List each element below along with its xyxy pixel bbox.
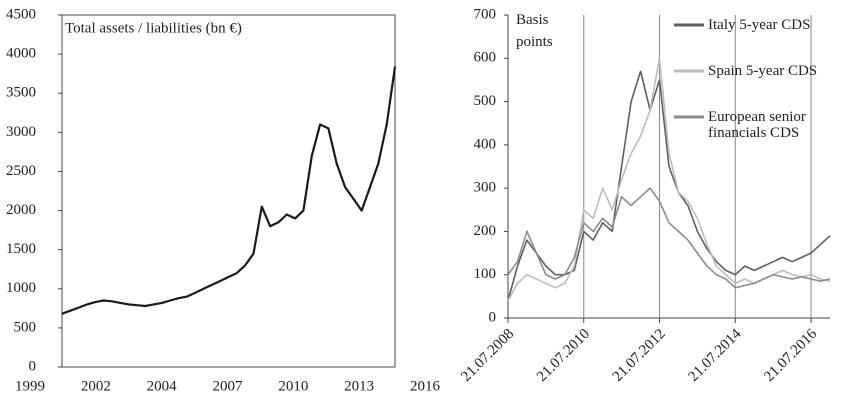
x-tick-label: 2010 xyxy=(278,378,308,394)
x-tick-label: 21.07.2016 xyxy=(761,326,820,385)
series-line xyxy=(507,70,831,301)
y-tick-label: 300 xyxy=(474,180,497,196)
legend-label: Spain 5-year CDS xyxy=(708,63,818,79)
series-line xyxy=(61,66,397,315)
y-tick-label: 4000 xyxy=(6,46,36,62)
x-tick-label: 21.07.2014 xyxy=(686,326,745,385)
x-tick-label: 2004 xyxy=(147,378,178,394)
y-tick-label: 0 xyxy=(29,358,37,374)
y-tick-label: 3000 xyxy=(6,124,36,140)
legend-label: Italy 5-year CDS xyxy=(708,17,811,33)
y-tick-label: 2000 xyxy=(6,202,36,218)
y-tick-label: 2500 xyxy=(6,163,36,179)
x-tick-label: 2002 xyxy=(81,378,111,394)
x-tick-label: 21.07.2008 xyxy=(458,326,517,385)
y-tick-label: 700 xyxy=(474,6,497,22)
y-tick-label: 500 xyxy=(14,319,37,335)
annotation: Total assets / liabilities (bn €) xyxy=(65,20,242,36)
x-tick-label: 21.07.2012 xyxy=(610,326,669,385)
x-tick-label: 2007 xyxy=(213,378,244,394)
y-tick-label: 4500 xyxy=(6,6,36,22)
x-tick-label: 2013 xyxy=(344,378,374,394)
y-tick-label: 200 xyxy=(474,223,497,239)
legend-label: European senior financials CDS xyxy=(708,109,806,141)
plot-frame xyxy=(61,14,396,368)
y-tick-label: 100 xyxy=(474,266,497,282)
y-tick-label: 600 xyxy=(474,50,497,66)
y-tick-label: 3500 xyxy=(6,85,36,101)
x-tick-label: 21.07.2010 xyxy=(534,326,593,385)
y-tick-label: 1500 xyxy=(6,241,36,257)
series-line xyxy=(507,187,831,289)
series-line xyxy=(507,57,831,302)
y-tick-label: 0 xyxy=(489,309,497,325)
y-tick-label: 400 xyxy=(474,136,497,152)
y-tick-label: 500 xyxy=(474,93,497,109)
annotation: Basis points xyxy=(516,12,553,50)
x-tick-label: 2016 xyxy=(410,378,441,394)
y-tick-label: 1000 xyxy=(6,280,36,296)
x-tick-label: 1999 xyxy=(15,378,45,394)
